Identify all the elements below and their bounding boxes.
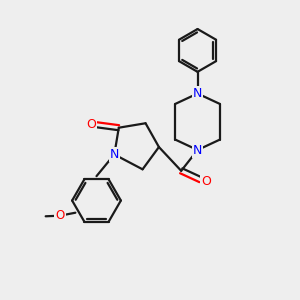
Text: O: O [55, 209, 64, 222]
Text: N: N [193, 143, 202, 157]
Text: O: O [201, 175, 211, 188]
Text: N: N [193, 87, 202, 100]
Text: O: O [86, 118, 96, 131]
Text: N: N [110, 148, 119, 161]
